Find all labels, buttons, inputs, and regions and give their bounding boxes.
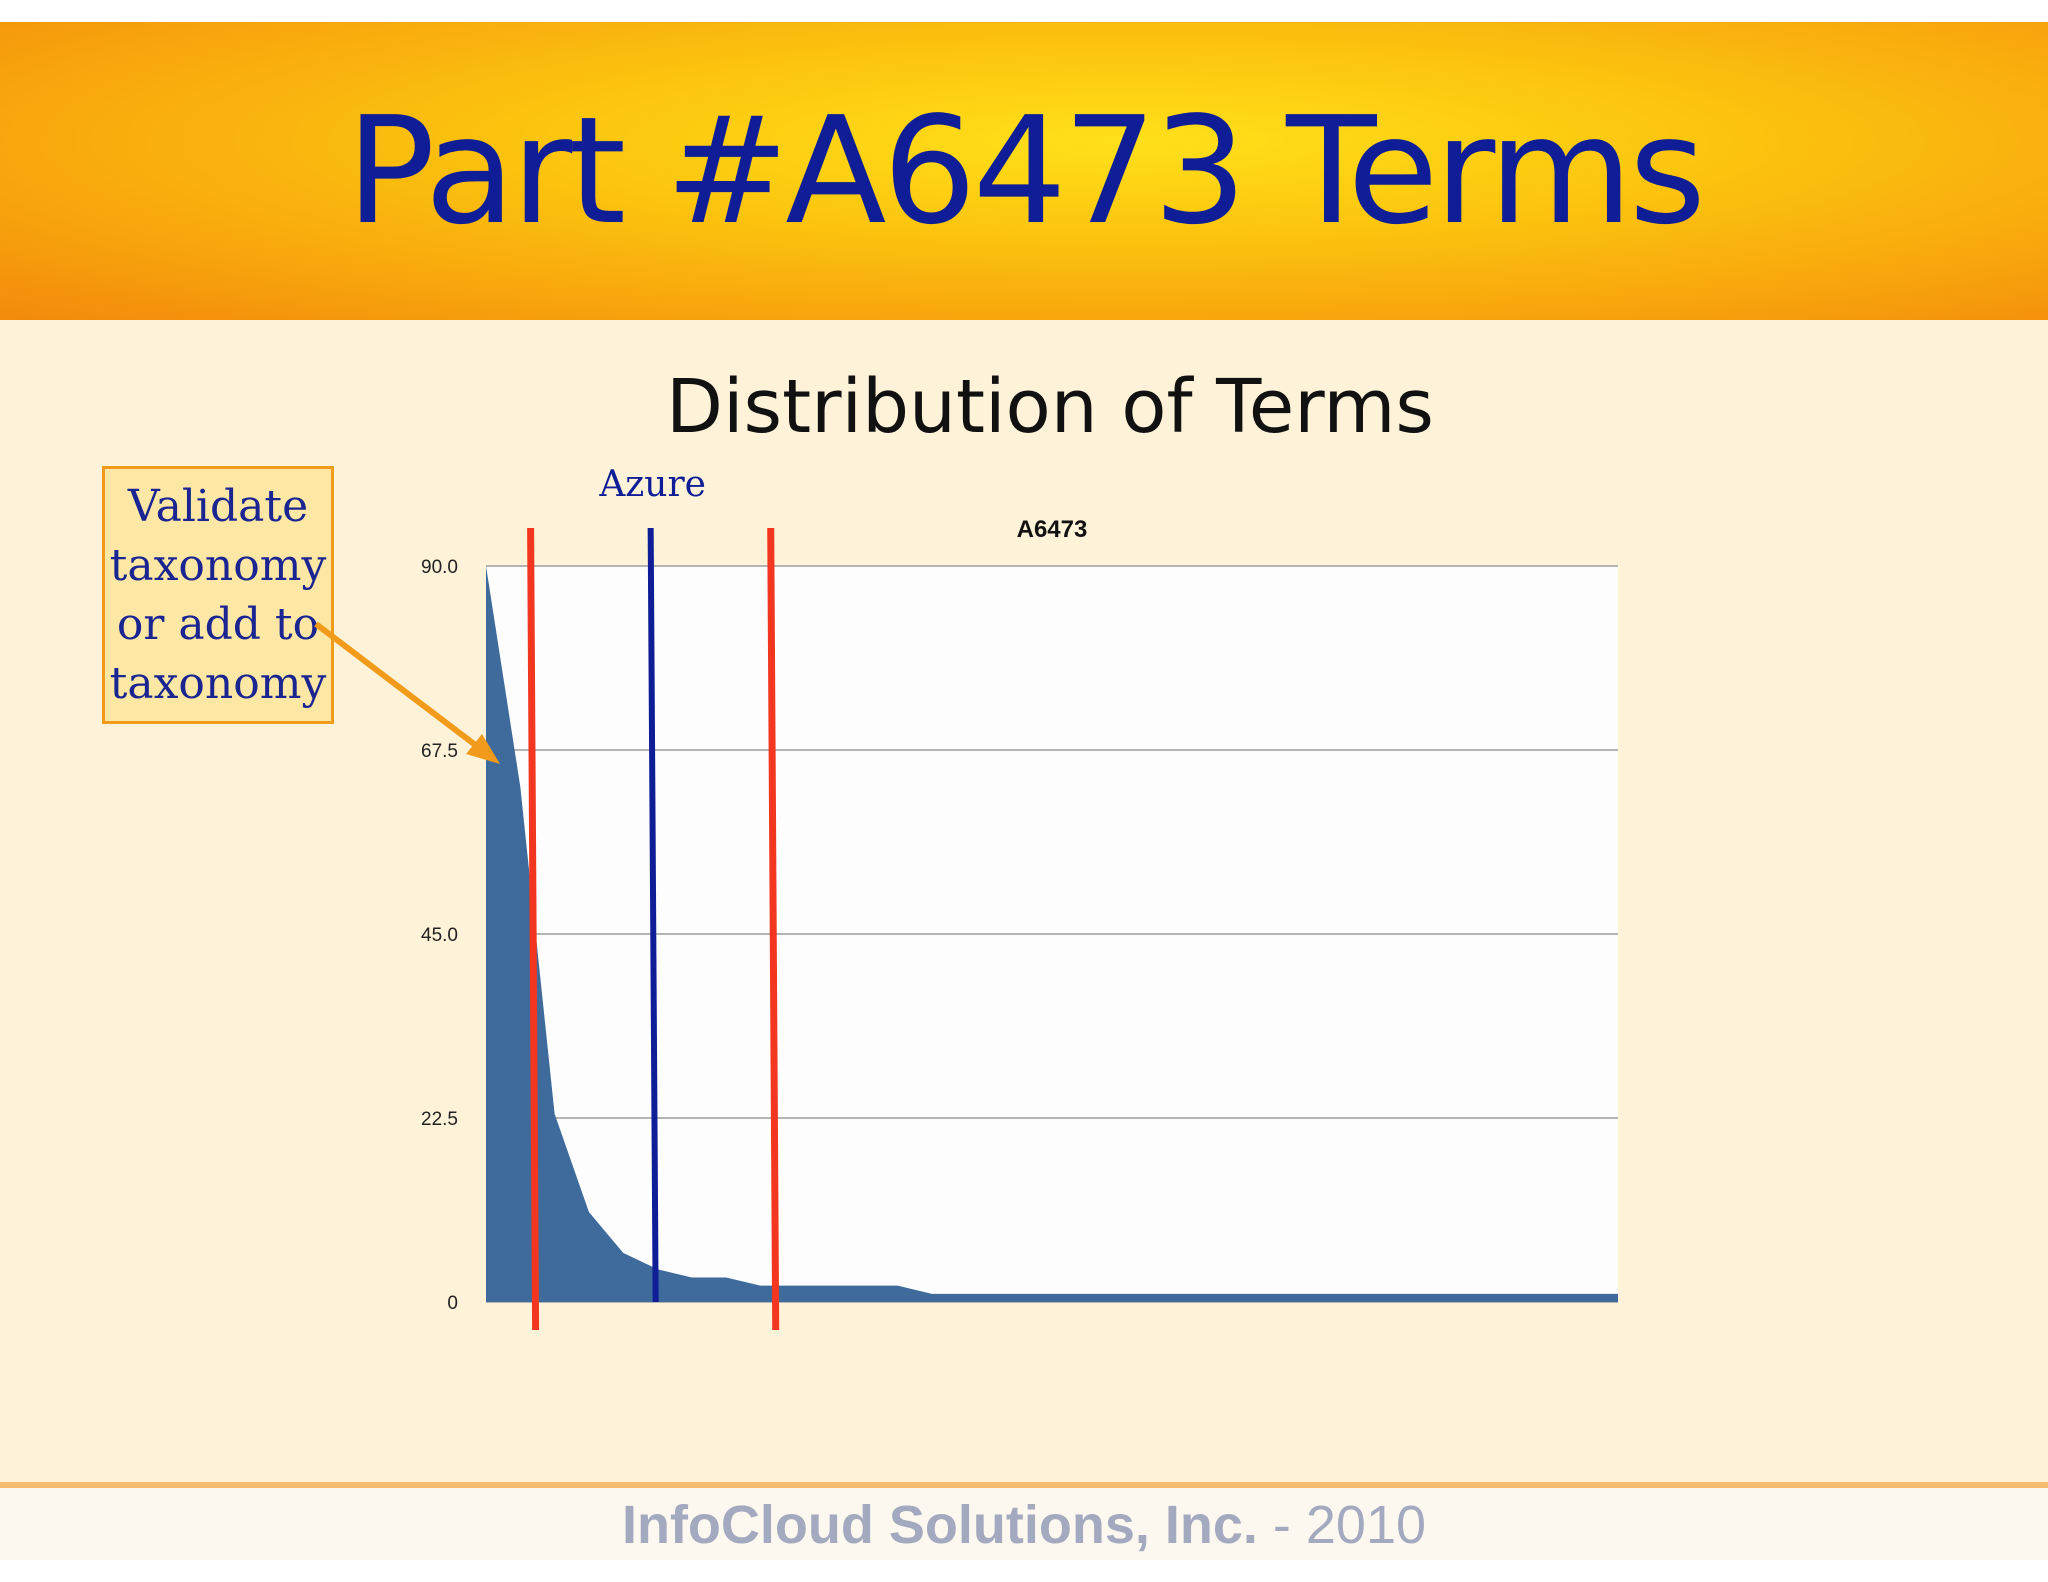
footer-company: InfoCloud Solutions, Inc. (621, 1495, 1258, 1555)
footer-year: 2010 (1305, 1495, 1427, 1555)
footer-area (0, 1488, 2048, 1560)
title-banner: Part #A6473 Terms (0, 22, 2048, 320)
interest-watch-callout: Interest & watch (546, 651, 741, 790)
chart-title: Distribution of Terms (665, 364, 1434, 450)
footer-separator: - (1257, 1495, 1306, 1555)
footer: InfoCloud Solutions, Inc. - 2010 (0, 1498, 2048, 1552)
validate-taxonomy-callout: Validate taxonomy or add to taxonomy (102, 466, 334, 724)
slide-title: Part #A6473 Terms (346, 85, 1706, 257)
footer-divider (0, 1482, 2048, 1488)
